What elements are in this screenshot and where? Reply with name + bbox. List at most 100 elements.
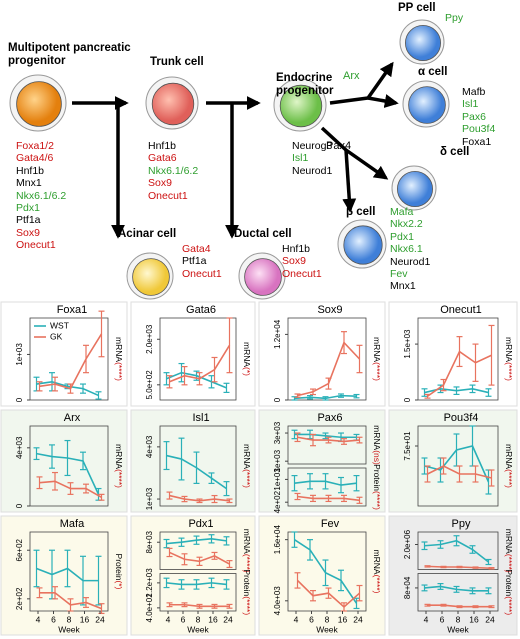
- gene: Sox9: [148, 177, 172, 190]
- x-tick-label: 8: [67, 614, 72, 624]
- y-tick-label: 1.5e+03: [403, 329, 412, 359]
- gene: Ppy: [445, 12, 464, 24]
- measure-label: Protein(****): [504, 569, 514, 615]
- gene: Nkx2.2: [390, 218, 423, 231]
- y-tick-label: 1.2e+03: [145, 568, 154, 598]
- measure: Protein: [372, 464, 382, 491]
- y-tick-label: 0: [15, 397, 24, 402]
- gene: Mnx1: [16, 177, 42, 190]
- plot-frame: [29, 317, 109, 401]
- y-tick-label: 1e+03: [145, 487, 154, 510]
- significance: (****): [504, 362, 514, 381]
- series-line: [166, 371, 227, 389]
- y-tick-label: 4e+03: [15, 436, 24, 459]
- plot-frame: [287, 425, 367, 465]
- y-tick-label: 8e+04: [403, 576, 412, 599]
- gene-list: Foxa1/2 Gata4/6 Hnf1b Mnx1 Nkx6.1/6.2 Pdx1 Ptf…: [16, 140, 66, 252]
- gene: Onecut1: [182, 267, 222, 280]
- panel-bg: [130, 301, 256, 407]
- gene-list: Mafb Isl1 Pax6 Pou3f4 Foxa1: [462, 86, 495, 148]
- x-axis-label: Week: [316, 624, 338, 634]
- measure: mRNA: [242, 529, 252, 554]
- measure-label: mRNA(****): [372, 550, 382, 594]
- gene: Pdx1: [16, 202, 40, 215]
- arrow-label: Pax4: [326, 140, 352, 152]
- panel-bg: [388, 409, 518, 513]
- x-tick-label: 8: [325, 614, 330, 624]
- significance: (****): [372, 362, 382, 381]
- panel-bg: [130, 515, 256, 636]
- x-tick-label: 4: [424, 614, 429, 624]
- chart-title: Ppy: [452, 518, 471, 530]
- y-tick-label: 7.5e+01: [403, 431, 412, 461]
- node-title: Trunk cell: [150, 56, 204, 68]
- error-bar: [226, 317, 233, 374]
- significance: (****): [504, 554, 514, 573]
- measure-label: mRNA(****): [114, 444, 124, 488]
- measure-label: mRNA(****): [504, 337, 514, 381]
- cell-nucleus: [16, 81, 62, 127]
- x-tick-label: 16: [338, 614, 348, 624]
- series-line: [169, 494, 230, 502]
- series-line: [39, 333, 103, 390]
- y-tick-label: 4e+03: [145, 435, 154, 458]
- measure: mRNA: [504, 444, 514, 469]
- measure: Protein: [242, 569, 252, 596]
- significance: (****): [372, 491, 382, 510]
- series-line: [294, 433, 357, 439]
- y-tick-label: 2.0e+06: [403, 529, 412, 559]
- series-line: [169, 603, 230, 608]
- cell-nucleus: [151, 82, 195, 126]
- gene: Fev: [390, 268, 408, 281]
- significance: (****): [504, 469, 514, 488]
- chart-title: Gata6: [186, 304, 216, 316]
- series-line: [297, 341, 361, 397]
- chart-title: Mafa: [60, 518, 85, 530]
- panel-bg: [388, 515, 518, 636]
- chart-title: Isl1: [192, 412, 209, 424]
- node-title: Acinar cell: [118, 228, 177, 240]
- series-line: [39, 480, 102, 498]
- x-tick-label: 16: [208, 614, 218, 624]
- x-tick-label: 4: [36, 614, 41, 624]
- node-title: Ductal cell: [234, 228, 292, 240]
- measure: mRNA: [372, 425, 382, 450]
- node-title: Endocrine progenitor: [276, 72, 334, 97]
- measure-label: Protein(****): [372, 464, 382, 510]
- series-line: [169, 344, 231, 383]
- chart-title: Pou3f4: [444, 412, 479, 424]
- measure: mRNA: [114, 444, 124, 469]
- gene: Hnf1b: [148, 140, 177, 152]
- panel-bg: [258, 409, 386, 513]
- series-line: [169, 551, 230, 565]
- gene-list: Ppy: [445, 12, 463, 24]
- gene: Ptf1a: [16, 214, 41, 227]
- error-bar: [163, 538, 170, 549]
- series-line: [36, 452, 100, 495]
- x-tick-label: 4: [294, 614, 299, 624]
- plot-frame: [159, 317, 237, 401]
- cell-nucleus: [279, 84, 323, 128]
- chart-title: Fev: [321, 518, 340, 530]
- diagram-arrows: [9, 19, 450, 300]
- y-tick-label: 1e+03: [273, 449, 282, 472]
- plot-frame: [287, 467, 367, 507]
- x-tick-label: 16: [80, 614, 90, 624]
- measure-label: mRNA(****): [242, 444, 252, 488]
- cell-nucleus: [343, 225, 383, 265]
- measure: mRNA: [114, 337, 124, 362]
- legend-label: WST: [50, 320, 69, 330]
- plot-frame: [417, 531, 499, 570]
- series-line: [427, 604, 492, 608]
- gene: Ptf1a: [182, 255, 207, 268]
- error-bar: [356, 584, 363, 602]
- x-tick-label: 4: [166, 614, 171, 624]
- significance: (****): [504, 596, 514, 615]
- series-line: [424, 445, 490, 483]
- measure: mRNA: [242, 342, 252, 367]
- plot-frame: [29, 425, 109, 507]
- gene: Mafb: [462, 86, 486, 98]
- x-axis-label: Week: [58, 624, 80, 634]
- gene: Pax6: [462, 110, 486, 123]
